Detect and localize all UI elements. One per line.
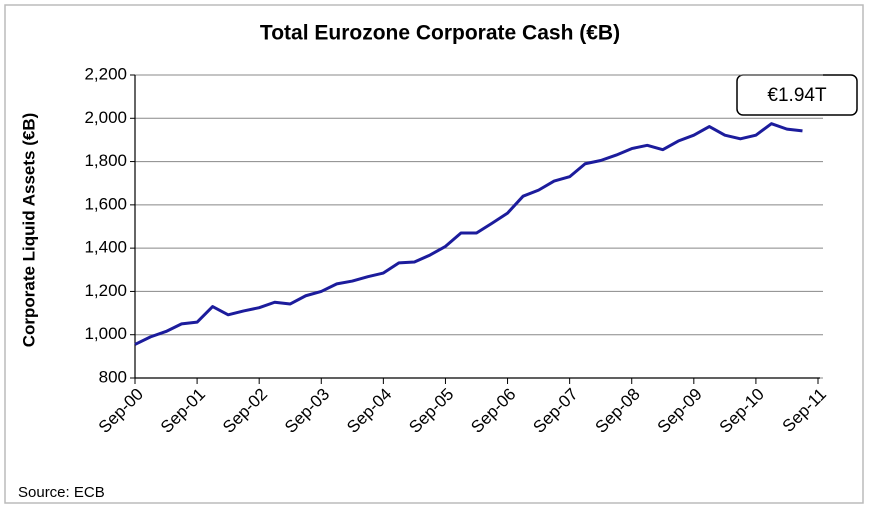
y-tick-label: 1,400 <box>84 238 127 257</box>
y-axis-label: Corporate Liquid Assets (€B) <box>19 113 38 348</box>
y-tick-label: 800 <box>99 367 127 386</box>
y-tick-label: 1,200 <box>84 281 127 300</box>
y-tick-label: 1,600 <box>84 194 127 213</box>
y-tick-label: 2,000 <box>84 108 127 127</box>
y-tick-label: 1,000 <box>84 324 127 343</box>
source-note: Source: ECB <box>18 484 105 501</box>
annotation: €1.94T <box>767 85 827 106</box>
y-tick-label: 2,200 <box>84 64 127 83</box>
chart-title: Total Eurozone Corporate Cash (€B) <box>260 22 620 45</box>
y-tick-label: 1,800 <box>84 151 127 170</box>
data-line <box>134 122 803 346</box>
